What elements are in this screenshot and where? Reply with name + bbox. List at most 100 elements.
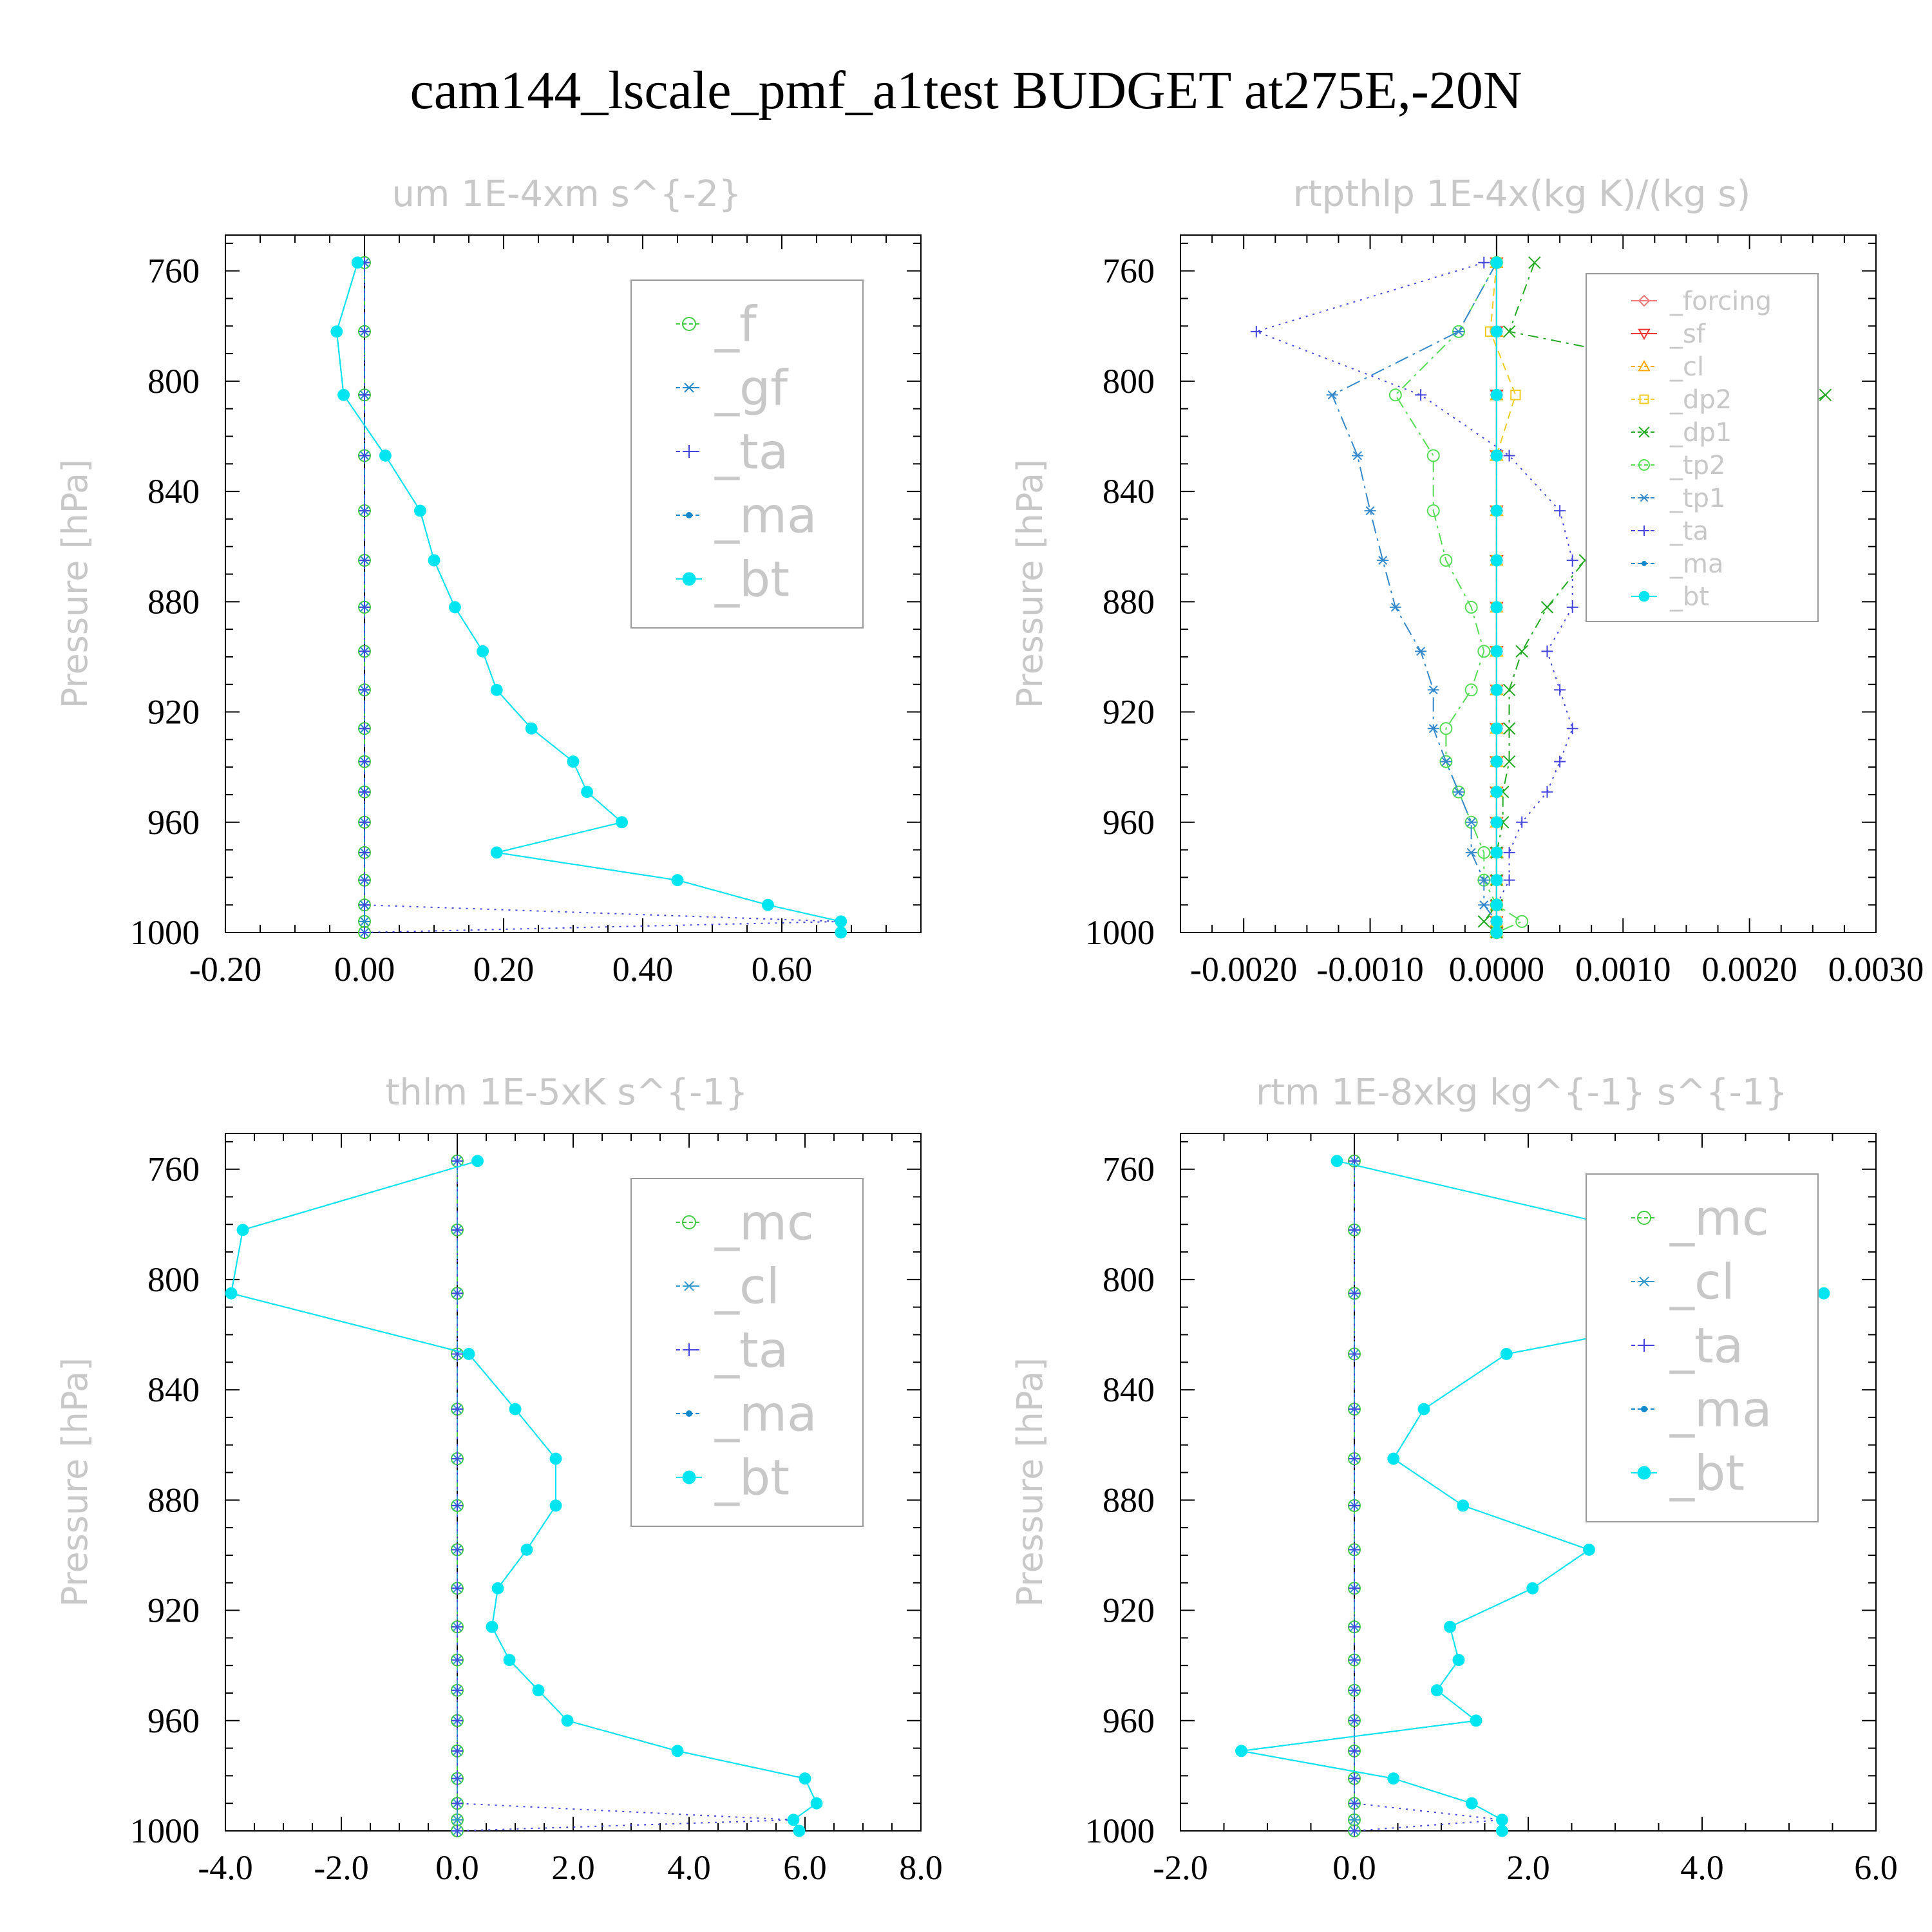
data-point — [1465, 817, 1477, 827]
data-point — [451, 1684, 463, 1696]
legend-marker — [1638, 426, 1650, 438]
data-point — [471, 1155, 484, 1168]
legend-label: _ta — [1669, 1317, 1743, 1374]
data-point — [1490, 874, 1503, 887]
y-tick-label: 760 — [1103, 252, 1155, 290]
data-point — [1470, 1714, 1482, 1727]
data-point — [581, 786, 594, 799]
x-tick-label: 8.0 — [899, 1848, 943, 1887]
data-point — [616, 816, 629, 829]
legend-marker — [683, 1343, 696, 1356]
data-point — [1349, 1544, 1360, 1556]
series-line — [1331, 262, 1497, 933]
legend-label: _tp2 — [1669, 451, 1726, 480]
series-line — [1354, 1160, 1502, 1832]
y-tick-label: 880 — [1103, 582, 1155, 621]
data-point — [520, 1543, 533, 1556]
data-point — [1477, 645, 1491, 658]
data-point — [1349, 1684, 1360, 1696]
series-line — [1241, 1160, 1826, 1831]
legend-box — [1586, 273, 1819, 622]
data-point — [1417, 1403, 1430, 1416]
legend-marker — [1638, 359, 1651, 372]
y-axis-label: Pressure [hPa] — [55, 1358, 95, 1607]
data-point — [1566, 723, 1578, 735]
legend-label: _bt — [714, 1449, 790, 1506]
data-point — [1444, 1620, 1456, 1633]
legend-marker — [1639, 394, 1649, 404]
y-tick-label: 920 — [147, 693, 200, 732]
data-point — [1583, 1543, 1595, 1556]
data-point — [1490, 816, 1503, 829]
y-tick-label: 960 — [147, 1701, 200, 1740]
x-tick-label: -2.0 — [1153, 1848, 1208, 1887]
x-tick-label: 6.0 — [1854, 1848, 1898, 1887]
data-point — [1388, 388, 1402, 402]
data-point — [451, 1654, 463, 1666]
data-point — [1440, 757, 1452, 766]
data-point — [1427, 724, 1439, 734]
data-point — [451, 1582, 463, 1595]
data-point — [1478, 875, 1490, 885]
data-point — [1541, 645, 1553, 658]
data-point — [359, 505, 370, 517]
legend-label: _mc — [1669, 1189, 1769, 1247]
data-point — [1427, 685, 1439, 695]
data-point — [1387, 1772, 1400, 1785]
data-point — [451, 1403, 463, 1416]
data-point — [1502, 683, 1516, 697]
legend-box — [630, 279, 864, 629]
data-point — [793, 1824, 806, 1837]
legend-marker — [1639, 493, 1649, 502]
y-axis-label: Pressure [hPa] — [1010, 459, 1050, 708]
y-tick-label: 920 — [147, 1591, 200, 1630]
data-point — [1490, 645, 1503, 658]
data-point — [236, 1224, 249, 1236]
y-tick-label: 760 — [147, 1150, 200, 1189]
data-point — [462, 1348, 475, 1360]
data-point — [330, 325, 343, 338]
legend-label: _dp2 — [1669, 385, 1732, 415]
data-point — [451, 1745, 463, 1757]
legend-label: _ta — [714, 1321, 788, 1379]
legend-marker — [683, 383, 696, 393]
x-tick-label: 0.0000 — [1449, 950, 1545, 989]
data-point — [451, 1453, 463, 1465]
y-tick-label: 760 — [147, 252, 200, 290]
data-point — [1349, 1453, 1360, 1465]
series-line — [1490, 262, 1517, 933]
data-point — [490, 683, 503, 696]
legend-marker — [682, 1215, 696, 1229]
data-point — [451, 1155, 463, 1167]
series-line — [1254, 261, 1573, 933]
data-point — [1453, 327, 1464, 336]
data-point — [1351, 451, 1363, 460]
legend-box — [1586, 1173, 1819, 1522]
data-point — [359, 786, 370, 798]
data-point — [1349, 1745, 1360, 1757]
series-line — [364, 262, 841, 933]
legend-label: _cl — [1669, 352, 1704, 382]
data-point — [549, 1499, 562, 1512]
data-point — [671, 874, 684, 887]
data-point — [1528, 256, 1541, 269]
data-point — [810, 1797, 823, 1810]
data-point — [1387, 1452, 1400, 1465]
data-point — [1349, 1287, 1360, 1300]
legend-label: _bt — [1669, 1444, 1745, 1502]
data-point — [1490, 504, 1503, 517]
legend-label: _f — [714, 296, 758, 353]
x-tick-label: -0.0020 — [1190, 950, 1297, 989]
data-point — [799, 1772, 811, 1785]
data-point — [1566, 601, 1578, 613]
data-point — [1502, 722, 1516, 735]
legend-marker — [1638, 328, 1651, 341]
data-point — [1430, 1684, 1443, 1697]
legend-label: _mc — [714, 1194, 814, 1251]
x-tick-label: -0.20 — [189, 950, 261, 989]
data-point — [1426, 504, 1440, 518]
legend-marker — [682, 1470, 696, 1484]
y-tick-label: 920 — [1103, 693, 1155, 732]
y-tick-label: 800 — [147, 362, 200, 401]
